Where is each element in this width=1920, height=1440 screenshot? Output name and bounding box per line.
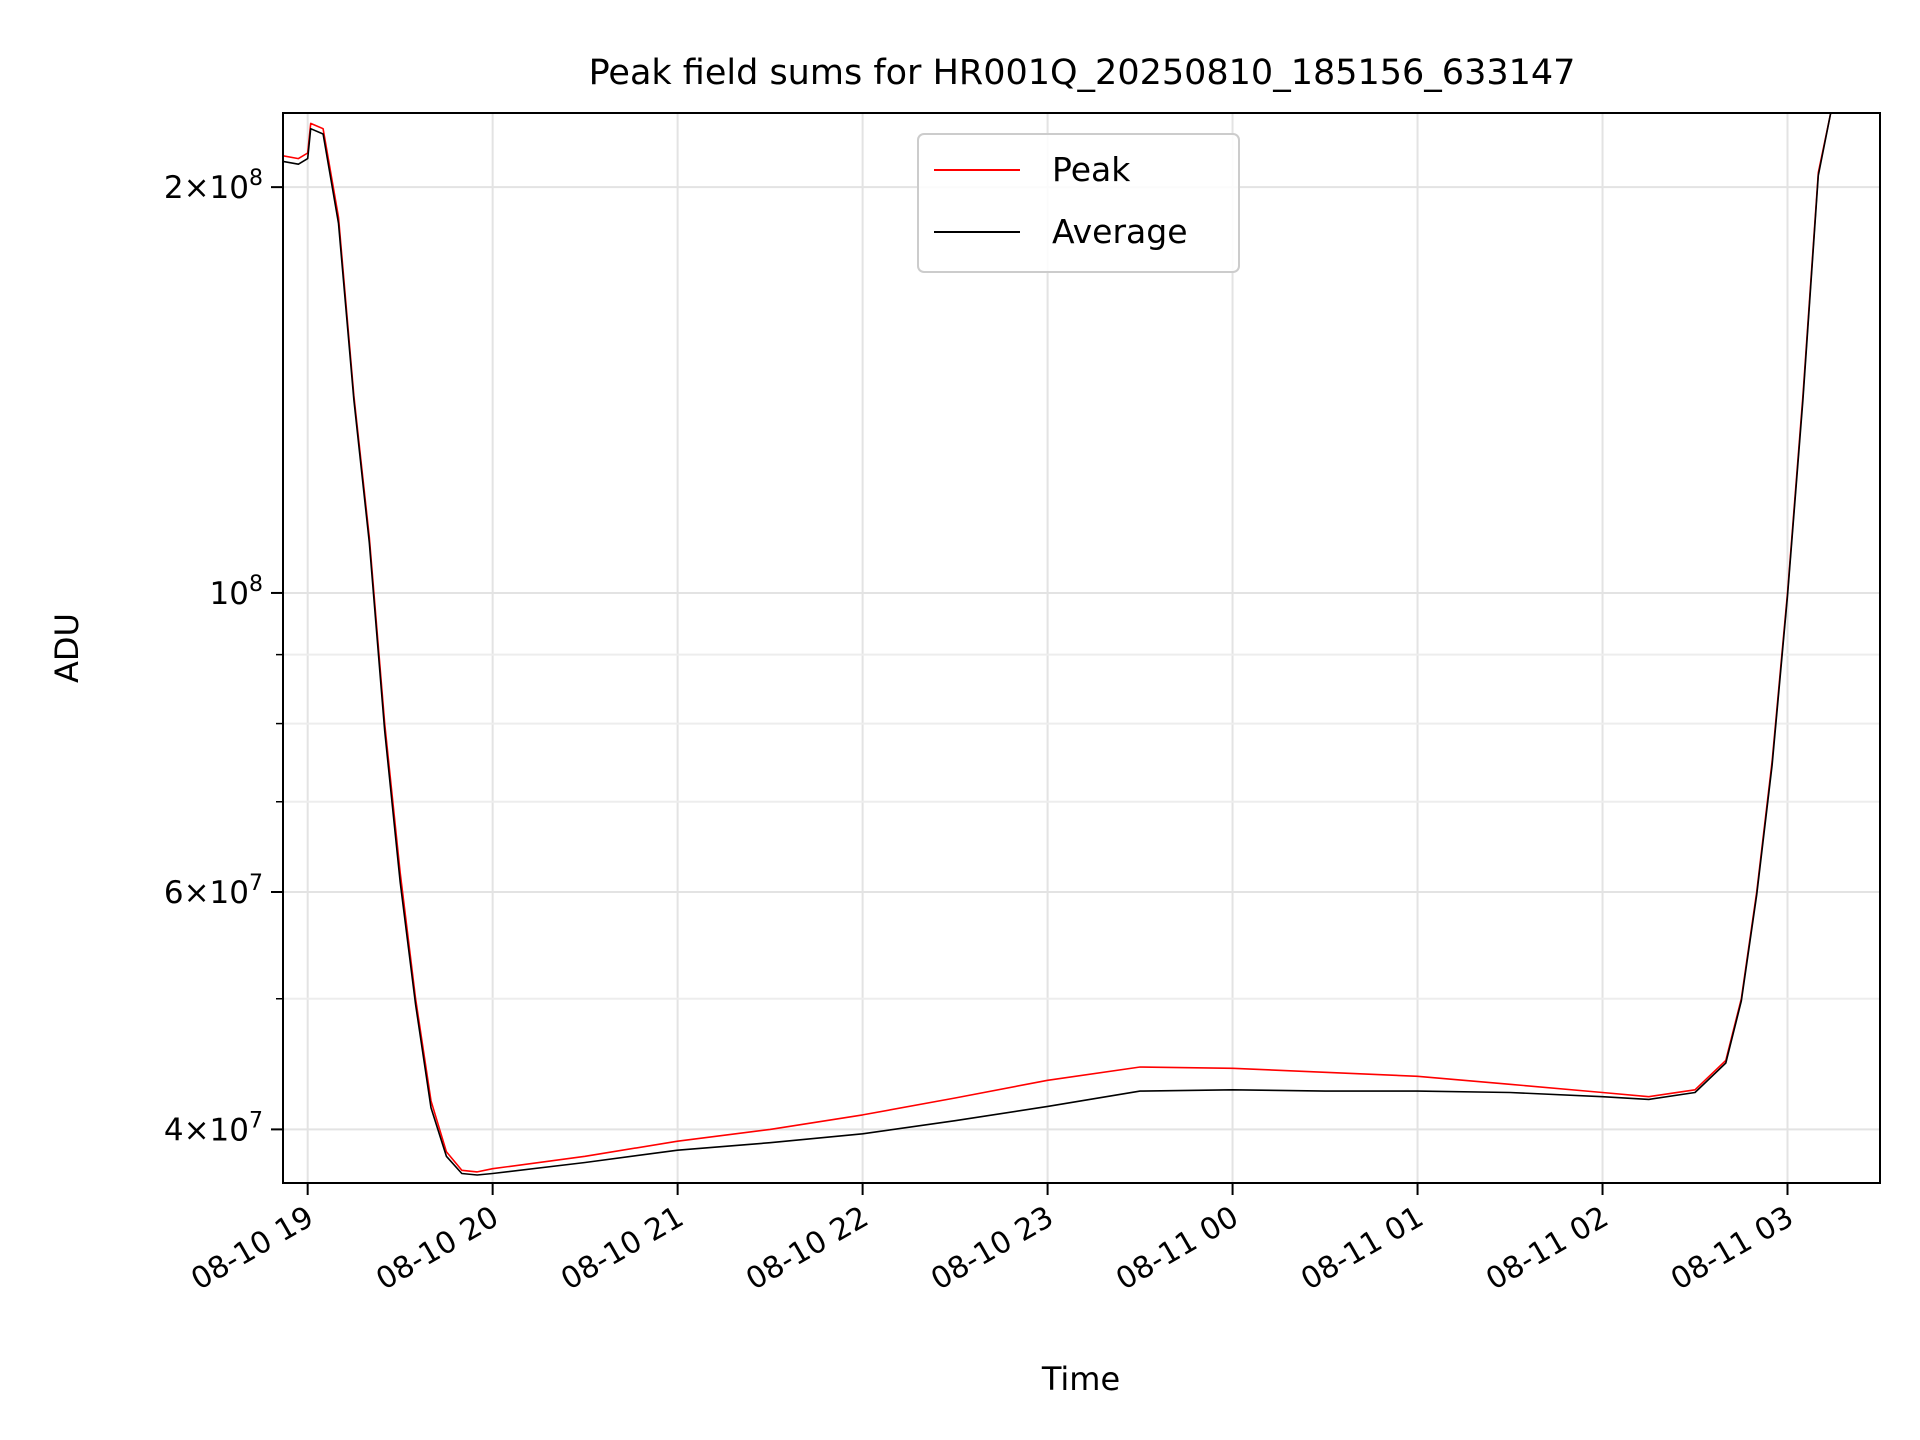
series-line-average (283, 113, 1832, 1176)
legend-label: Peak (1052, 150, 1131, 189)
grid (283, 113, 1880, 1183)
x-axis-label: Time (1041, 1360, 1120, 1398)
series-lines (283, 113, 1832, 1176)
y-tick-base: 6×10 (164, 875, 249, 911)
chart-title: Peak field sums for HR001Q_20250810_1851… (589, 53, 1576, 93)
y-tick-exponent: 8 (249, 166, 263, 191)
y-axis-label: ADU (48, 613, 86, 683)
plot-frame (282, 112, 1881, 1184)
y-tick-exponent: 7 (249, 1108, 263, 1133)
legend-box (917, 133, 1240, 273)
y-tick-label: 108 (210, 572, 263, 612)
y-tick-base: 4×10 (164, 1112, 249, 1148)
y-tick-exponent: 7 (249, 871, 263, 896)
legend-label: Average (1052, 212, 1188, 251)
y-tick-exponent: 8 (249, 572, 263, 597)
y-tick-base: 10 (210, 576, 249, 612)
y-tick-label: 2×108 (164, 166, 263, 206)
y-tick-label: 4×107 (164, 1108, 263, 1148)
y-tick-base: 2×10 (164, 170, 249, 206)
y-tick-label: 6×107 (164, 871, 263, 911)
legend: Peak Average (917, 133, 1240, 273)
